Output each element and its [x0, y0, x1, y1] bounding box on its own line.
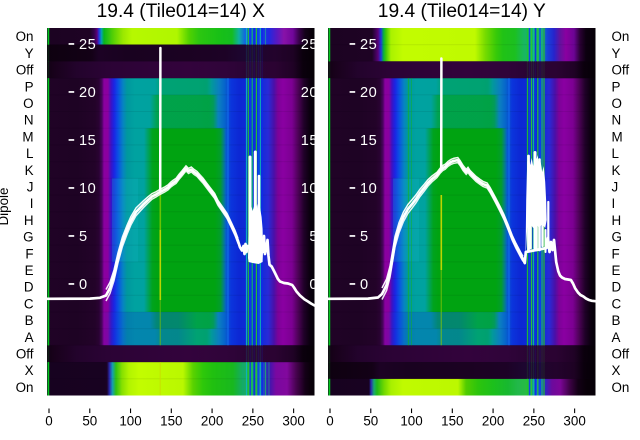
svg-text:G: G [23, 230, 33, 245]
svg-text:19.4 (Tile014=14) X: 19.4 (Tile014=14) X [97, 1, 266, 22]
svg-text:Dipole: Dipole [0, 188, 11, 226]
svg-text:0: 0 [326, 414, 333, 429]
svg-text:150: 150 [160, 414, 182, 429]
svg-text:X: X [25, 363, 34, 378]
svg-text:Y: Y [612, 46, 621, 61]
svg-text:100: 100 [400, 414, 422, 429]
svg-text:20: 20 [79, 85, 96, 101]
svg-text:L: L [26, 146, 33, 161]
svg-text:M: M [612, 129, 623, 144]
svg-text:Y: Y [25, 46, 34, 61]
svg-text:200: 200 [482, 414, 504, 429]
svg-text:10: 10 [301, 181, 318, 197]
svg-text:15: 15 [79, 133, 96, 149]
svg-text:Off: Off [612, 347, 630, 362]
svg-text:19.4 (Tile014=14) Y: 19.4 (Tile014=14) Y [378, 1, 546, 22]
svg-text:H: H [612, 213, 622, 228]
svg-text:50: 50 [363, 414, 378, 429]
svg-text:G: G [612, 230, 622, 245]
svg-text:A: A [25, 330, 34, 345]
svg-text:200: 200 [201, 414, 223, 429]
svg-text:300: 300 [282, 414, 304, 429]
svg-text:25: 25 [301, 37, 318, 53]
svg-text:M: M [22, 129, 33, 144]
svg-text:E: E [25, 263, 34, 278]
svg-text:5: 5 [360, 229, 369, 245]
svg-text:10: 10 [360, 181, 377, 197]
svg-text:O: O [612, 96, 622, 111]
svg-text:250: 250 [242, 414, 264, 429]
svg-text:25: 25 [360, 37, 377, 53]
svg-text:F: F [25, 246, 33, 261]
svg-text:20: 20 [301, 85, 318, 101]
svg-text:I: I [612, 196, 616, 211]
svg-text:H: H [24, 213, 34, 228]
svg-text:10: 10 [79, 181, 96, 197]
svg-text:0: 0 [360, 277, 369, 293]
svg-text:N: N [612, 113, 622, 128]
svg-text:N: N [24, 113, 34, 128]
svg-text:On: On [16, 380, 34, 395]
svg-text:C: C [24, 296, 34, 311]
svg-text:On: On [16, 29, 34, 44]
svg-text:150: 150 [441, 414, 463, 429]
svg-text:D: D [24, 280, 34, 295]
svg-text:B: B [612, 313, 621, 328]
svg-text:K: K [25, 163, 34, 178]
svg-text:300: 300 [563, 414, 585, 429]
svg-text:0: 0 [45, 414, 52, 429]
svg-text:0: 0 [309, 277, 318, 293]
svg-text:C: C [612, 296, 622, 311]
svg-text:250: 250 [523, 414, 545, 429]
svg-text:D: D [612, 280, 622, 295]
svg-text:On: On [612, 380, 630, 395]
svg-text:20: 20 [360, 85, 377, 101]
svg-text:B: B [25, 313, 34, 328]
svg-text:100: 100 [119, 414, 141, 429]
svg-text:15: 15 [360, 133, 377, 149]
svg-text:On: On [612, 29, 630, 44]
svg-text:25: 25 [79, 37, 96, 53]
svg-text:K: K [612, 163, 621, 178]
svg-text:P: P [25, 79, 34, 94]
svg-text:5: 5 [79, 229, 88, 245]
svg-text:50: 50 [82, 414, 97, 429]
svg-text:J: J [612, 180, 619, 195]
svg-text:Off: Off [16, 347, 34, 362]
svg-text:L: L [612, 146, 619, 161]
svg-text:5: 5 [309, 229, 318, 245]
svg-text:15: 15 [301, 133, 318, 149]
svg-text:Off: Off [612, 63, 630, 78]
svg-text:O: O [23, 96, 33, 111]
svg-text:A: A [612, 330, 621, 345]
svg-text:0: 0 [79, 277, 88, 293]
svg-text:I: I [30, 196, 34, 211]
svg-text:P: P [612, 79, 621, 94]
svg-text:F: F [612, 246, 620, 261]
svg-text:Off: Off [16, 63, 34, 78]
svg-text:J: J [27, 180, 34, 195]
svg-text:E: E [612, 263, 621, 278]
svg-text:X: X [612, 363, 621, 378]
